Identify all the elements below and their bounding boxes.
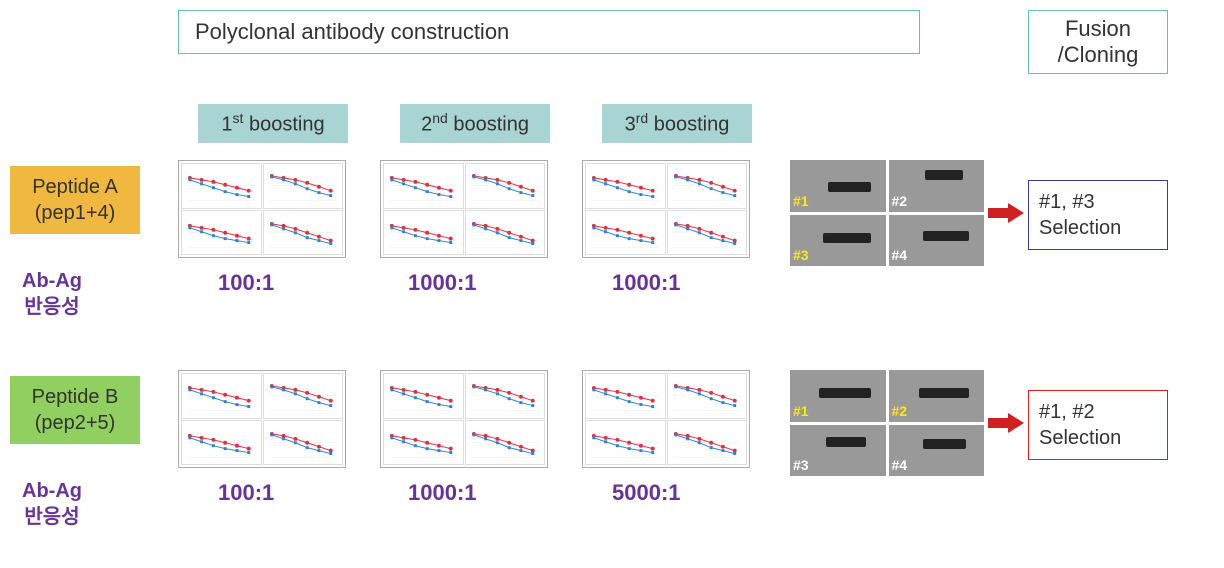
chart-panel-b3 [582, 370, 750, 468]
gel-cell: #2 [889, 160, 985, 212]
gel-band [819, 388, 872, 398]
chart-panel-b2 [380, 370, 548, 468]
gel-number: #1 [793, 193, 809, 209]
mini-chart [465, 210, 546, 256]
peptide-b-line1: Peptide B [32, 386, 119, 408]
gel-cell: #4 [889, 215, 985, 267]
mini-chart [383, 163, 464, 209]
gel-cell: #1 [790, 370, 886, 422]
chart-panel-a2 [380, 160, 548, 258]
arrow-a-body [988, 208, 1010, 218]
mini-chart [585, 373, 666, 419]
gel-cell: #3 [790, 425, 886, 477]
gel-band [925, 170, 963, 180]
abag-label-a: Ab-Ag 반응성 [22, 268, 82, 320]
gel-number: #3 [793, 247, 809, 263]
peptide-b-line2: (pep2+5) [35, 412, 116, 434]
peptide-a-line1: Peptide A [32, 176, 118, 198]
header-main-text: Polyclonal antibody construction [195, 19, 509, 45]
gel-band [919, 388, 969, 398]
gel-band [828, 182, 871, 192]
gel-number: #1 [793, 403, 809, 419]
selection-b-line2: Selection [1039, 427, 1121, 449]
mini-chart [383, 420, 464, 466]
mini-chart [465, 420, 546, 466]
gel-number: #3 [793, 457, 809, 473]
abag-b-line2: 반응성 [24, 506, 79, 528]
header-fusion-title: Fusion /Cloning [1028, 10, 1168, 74]
gel-number: #2 [892, 403, 908, 419]
mini-chart [383, 210, 464, 256]
chart-panel-a1 [178, 160, 346, 258]
mini-chart [181, 210, 262, 256]
mini-chart [383, 373, 464, 419]
mini-chart [263, 163, 344, 209]
mini-chart [667, 420, 748, 466]
gel-band [826, 437, 866, 447]
selection-box-a: #1, #3 Selection [1028, 180, 1168, 250]
selection-a-line1: #1, #3 [1039, 191, 1095, 213]
ratio-b1: 100:1 [218, 480, 274, 506]
mini-chart [181, 373, 262, 419]
gel-cell: #4 [889, 425, 985, 477]
abag-label-b: Ab-Ag 반응성 [22, 478, 82, 530]
gel-number: #4 [892, 247, 908, 263]
mini-chart [465, 163, 546, 209]
peptide-a-label: Peptide A (pep1+4) [10, 166, 140, 234]
ratio-b3: 5000:1 [612, 480, 681, 506]
arrow-b-head [1008, 413, 1024, 433]
gel-band [923, 231, 969, 241]
mini-chart [667, 373, 748, 419]
fusion-line2: /Cloning [1058, 42, 1139, 68]
ratio-a3: 1000:1 [612, 270, 681, 296]
ratio-a1: 100:1 [218, 270, 274, 296]
gel-cell: #2 [889, 370, 985, 422]
mini-chart [181, 163, 262, 209]
selection-a-line2: Selection [1039, 217, 1121, 239]
chart-panel-a3 [582, 160, 750, 258]
boosting-label-3: 3rd boosting [602, 104, 752, 143]
boosting-label-2: 2nd boosting [400, 104, 550, 143]
gel-band [823, 233, 871, 243]
boosting-label-1: 1st boosting [198, 104, 348, 143]
arrow-a-head [1008, 203, 1024, 223]
abag-a-line2: 반응성 [24, 296, 79, 318]
mini-chart [263, 210, 344, 256]
mini-chart [585, 163, 666, 209]
fusion-line1: Fusion [1065, 16, 1131, 42]
arrow-b-body [988, 418, 1010, 428]
gel-grid-b: #1 #2 #3 #4 [790, 370, 984, 476]
ratio-b2: 1000:1 [408, 480, 477, 506]
header-main-title: Polyclonal antibody construction [178, 10, 920, 54]
mini-chart [263, 373, 344, 419]
mini-chart [263, 420, 344, 466]
gel-number: #2 [892, 193, 908, 209]
mini-chart [585, 210, 666, 256]
chart-panel-b1 [178, 370, 346, 468]
mini-chart [585, 420, 666, 466]
gel-cell: #1 [790, 160, 886, 212]
mini-chart [465, 373, 546, 419]
abag-b-line1: Ab-Ag [22, 480, 82, 502]
mini-chart [667, 210, 748, 256]
mini-chart [667, 163, 748, 209]
gel-number: #4 [892, 457, 908, 473]
peptide-a-line2: (pep1+4) [35, 202, 116, 224]
mini-chart [181, 420, 262, 466]
gel-cell: #3 [790, 215, 886, 267]
gel-band [923, 439, 966, 449]
selection-box-b: #1, #2 Selection [1028, 390, 1168, 460]
peptide-b-label: Peptide B (pep2+5) [10, 376, 140, 444]
selection-b-line1: #1, #2 [1039, 401, 1095, 423]
abag-a-line1: Ab-Ag [22, 270, 82, 292]
ratio-a2: 1000:1 [408, 270, 477, 296]
gel-grid-a: #1 #2 #3 #4 [790, 160, 984, 266]
